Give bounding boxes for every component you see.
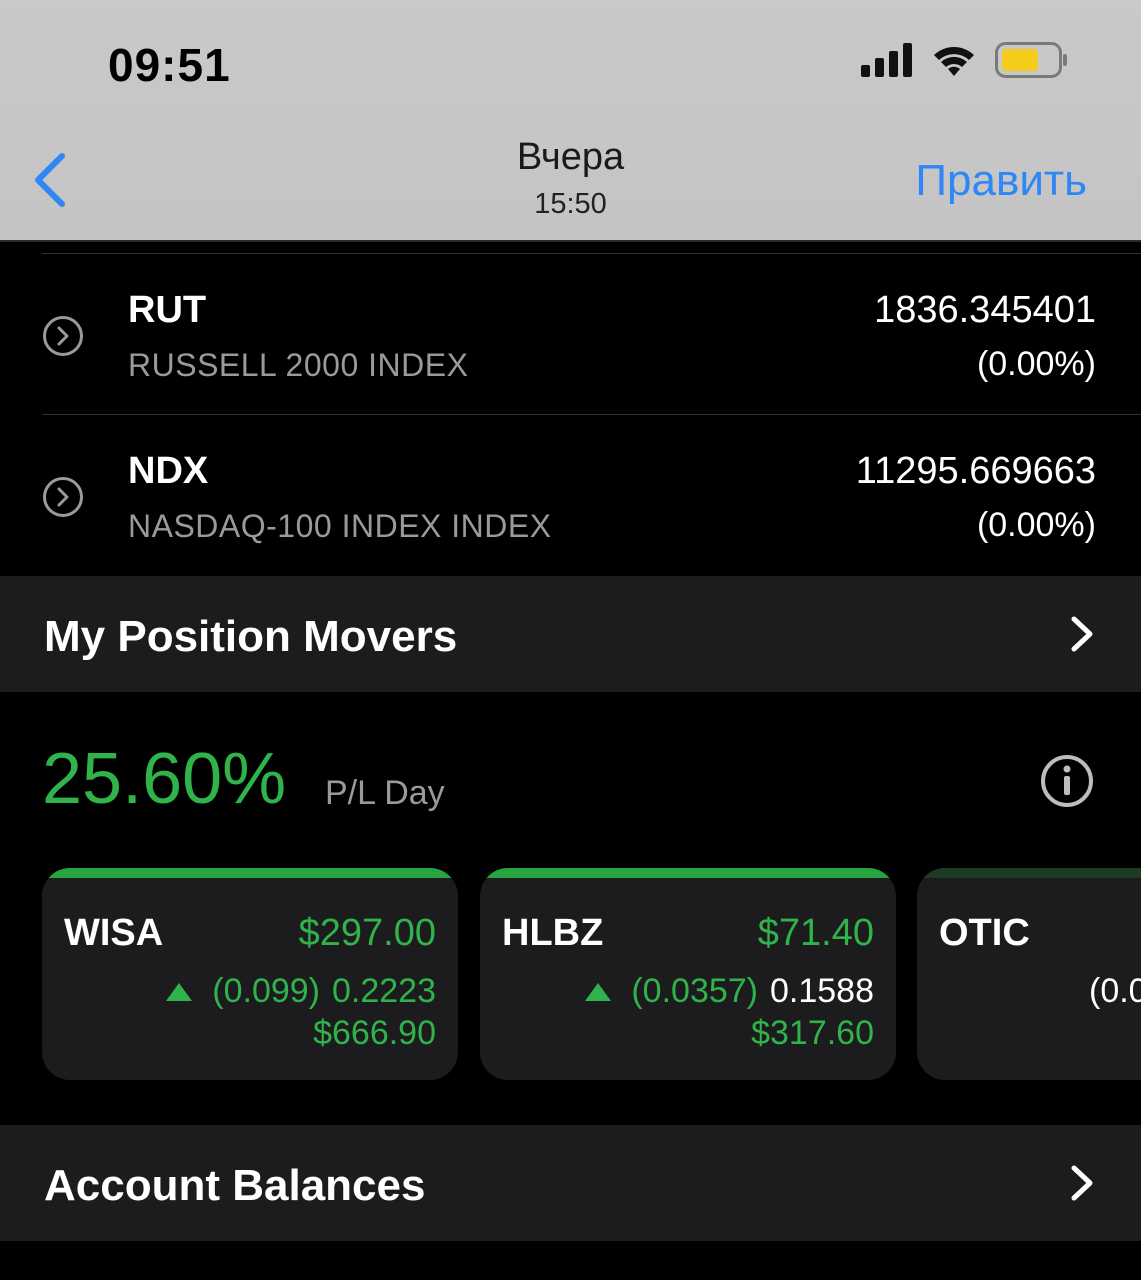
index-name: NASDAQ-100 INDEX INDEX bbox=[128, 508, 552, 544]
info-icon[interactable] bbox=[1040, 754, 1094, 808]
card-change: (0.099) bbox=[212, 972, 320, 1010]
card-ratio: 0.1588 bbox=[770, 972, 874, 1010]
card-change-line: (0.099) 0.2223 bbox=[164, 972, 436, 1011]
card-symbol: HLBZ bbox=[502, 912, 604, 954]
circle-chevron-icon[interactable] bbox=[42, 315, 84, 357]
list-divider bbox=[42, 414, 1141, 415]
up-triangle-icon bbox=[166, 982, 193, 1001]
card-accent-bar bbox=[917, 868, 1141, 878]
pl-day-label: P/L Day bbox=[325, 774, 445, 812]
wifi-icon bbox=[934, 47, 974, 76]
status-icons bbox=[861, 42, 1069, 78]
position-card-otic[interactable]: OTIC (0.0 bbox=[917, 868, 1141, 1080]
edit-button[interactable]: Править bbox=[915, 156, 1087, 205]
card-symbol: WISA bbox=[64, 912, 164, 954]
card-ratio: 0.2223 bbox=[332, 972, 436, 1010]
index-name: RUSSELL 2000 INDEX bbox=[128, 347, 469, 383]
index-value: 1836.345401 bbox=[874, 289, 1096, 331]
status-time: 09:51 bbox=[108, 39, 231, 91]
card-value: $317.60 bbox=[751, 1014, 874, 1052]
card-symbol: OTIC bbox=[939, 912, 1030, 954]
index-value: 11295.669663 bbox=[855, 450, 1096, 492]
list-divider bbox=[42, 253, 1141, 254]
position-card-hlbz[interactable]: HLBZ $71.40 (0.0357) 0.1588 $317.60 bbox=[480, 868, 896, 1080]
position-card-wisa[interactable]: WISA $297.00 (0.099) 0.2223 $666.90 bbox=[42, 868, 458, 1080]
index-row-rut[interactable]: RUT RUSSELL 2000 INDEX 1836.345401 (0.00… bbox=[0, 255, 1141, 415]
index-change: (0.00%) bbox=[976, 345, 1096, 383]
chevron-right-icon bbox=[1071, 1165, 1093, 1201]
position-movers-header[interactable]: My Position Movers bbox=[0, 576, 1141, 692]
index-change: (0.00%) bbox=[976, 506, 1096, 544]
circle-chevron-icon[interactable] bbox=[42, 476, 84, 518]
card-accent-bar bbox=[42, 868, 458, 878]
account-balances-header[interactable]: Account Balances bbox=[0, 1125, 1141, 1241]
nav-subtitle: 15:50 bbox=[534, 188, 607, 220]
section-title: Account Balances bbox=[44, 1161, 426, 1210]
card-value: $666.90 bbox=[313, 1014, 436, 1052]
index-symbol: NDX bbox=[128, 450, 209, 492]
battery-icon bbox=[995, 42, 1067, 78]
card-change: (0.0357) bbox=[631, 972, 758, 1010]
back-chevron-icon[interactable] bbox=[30, 150, 70, 210]
header-divider bbox=[0, 240, 1141, 242]
card-price: $71.40 bbox=[757, 912, 874, 954]
card-change: (0.0 bbox=[1089, 972, 1141, 1010]
card-price: $297.00 bbox=[298, 912, 436, 954]
nav-title: Вчера bbox=[516, 136, 625, 178]
card-change-line: (0.0357) 0.1588 bbox=[583, 972, 874, 1011]
index-row-ndx[interactable]: NDX NASDAQ-100 INDEX INDEX 11295.669663 … bbox=[0, 416, 1141, 576]
header: 09:51 Вчера 15:50 Править bbox=[0, 0, 1141, 240]
cellular-signal-icon bbox=[861, 43, 912, 77]
index-symbol: RUT bbox=[128, 289, 207, 331]
chevron-right-icon bbox=[1071, 616, 1093, 652]
up-triangle-icon bbox=[585, 982, 612, 1001]
pl-day-percent: 25.60% bbox=[42, 739, 287, 819]
card-accent-bar bbox=[480, 868, 896, 878]
section-title: My Position Movers bbox=[44, 612, 458, 661]
